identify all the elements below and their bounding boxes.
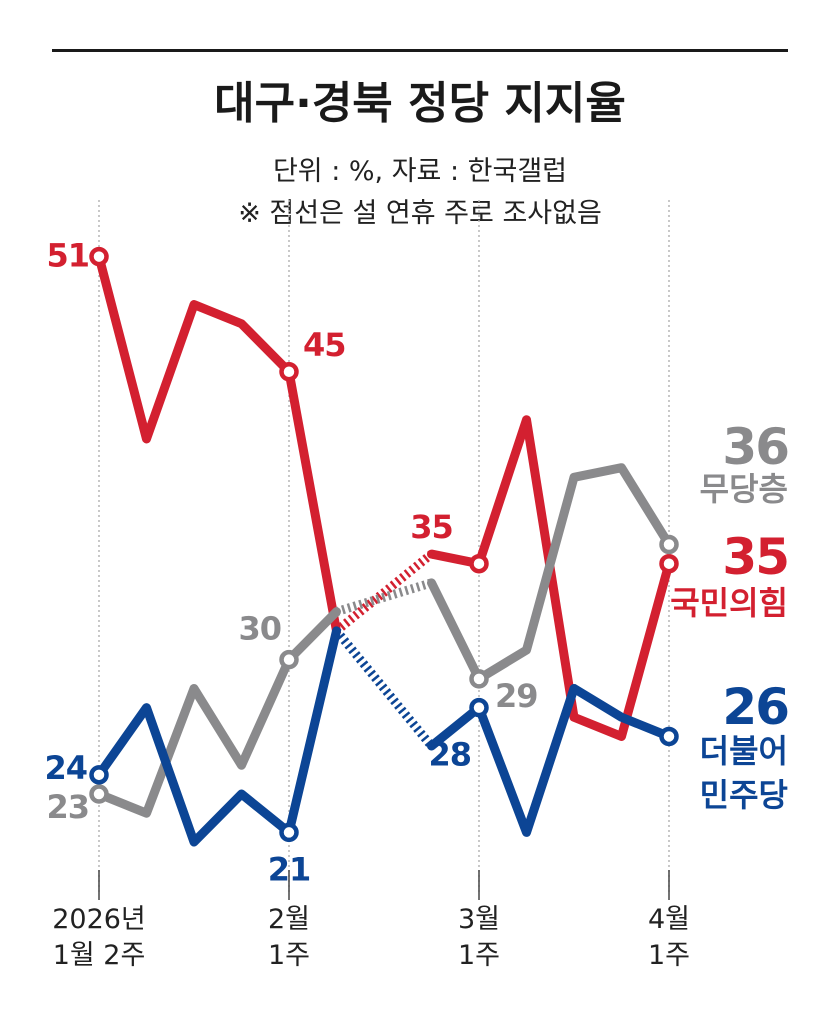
series-line-democratic-part1 [94, 626, 341, 847]
series-line-independent-part1 [94, 607, 341, 818]
series-gap-dashed-ppp [333, 550, 435, 635]
series-line-democratic-part2 [427, 683, 674, 837]
x-tick-label: 4월 [648, 904, 690, 935]
series-name-independent: 무당층 [700, 470, 788, 508]
marker-ppp-0 [89, 246, 109, 267]
data-label-independent: 30 [238, 610, 281, 648]
chart-title: 대구·경북 정당 지지율 [214, 78, 626, 129]
data-label-ppp: 35 [410, 508, 453, 546]
series-name-democratic: 더불어 [700, 732, 788, 770]
marker-ppp-12 [659, 553, 679, 574]
x-tick-label: 2월 [268, 904, 310, 935]
data-labels: 51 45 35 23 30 29 24 21 28 [44, 237, 538, 889]
data-label-ppp: 45 [303, 326, 346, 364]
marker-democratic-12 [659, 726, 679, 747]
end-value-ppp: 35 [722, 528, 788, 586]
end-value-democratic: 26 [722, 678, 788, 736]
x-tick-label: 1주 [458, 940, 500, 971]
series-gap-dashed-independent [335, 578, 433, 616]
data-label-democratic: 28 [428, 736, 471, 774]
marker-independent-4 [279, 649, 299, 670]
x-tick-label: 1주 [268, 940, 310, 971]
data-label-independent: 23 [46, 788, 89, 826]
x-tick-label: 1주 [648, 940, 690, 971]
marker-ppp-8 [469, 553, 489, 574]
series-line-ppp-part1 [94, 252, 341, 636]
chart-note: ※ 점선은 설 연휴 주로 조사없음 [238, 198, 602, 229]
x-tick-label: 1월 2주 [53, 940, 146, 971]
marker-democratic-4 [279, 822, 299, 843]
data-label-democratic: 21 [268, 850, 311, 888]
x-tick-label: 2026년 [52, 904, 146, 935]
series-lines [94, 252, 674, 847]
marker-independent-12 [659, 534, 679, 555]
x-tick-label: 3월 [458, 904, 500, 935]
data-label-independent: 29 [495, 677, 538, 715]
top-rule [52, 49, 788, 52]
gridlines [98, 200, 670, 900]
marker-democratic-0 [89, 765, 109, 785]
series-markers [89, 246, 679, 843]
series-name-democratic-line2: 민주당 [700, 776, 788, 814]
marker-democratic-8 [469, 697, 489, 718]
marker-independent-0 [89, 784, 109, 804]
series-name-ppp: 국민의힘 [670, 584, 788, 622]
series-line-independent-part2 [427, 463, 674, 684]
data-label-democratic: 24 [44, 749, 87, 787]
x-axis-ticks: 2026년 1월 2주 2월 1주 3월 1주 4월 1주 [52, 904, 690, 971]
chart-subtitle: 단위 : %, 자료 : 한국갤럽 [273, 156, 567, 187]
series-gap-dashed-democratic [333, 628, 435, 749]
end-value-independent: 36 [722, 418, 788, 476]
data-label-ppp: 51 [46, 237, 89, 275]
marker-ppp-4 [279, 362, 299, 382]
marker-independent-8 [469, 669, 489, 689]
